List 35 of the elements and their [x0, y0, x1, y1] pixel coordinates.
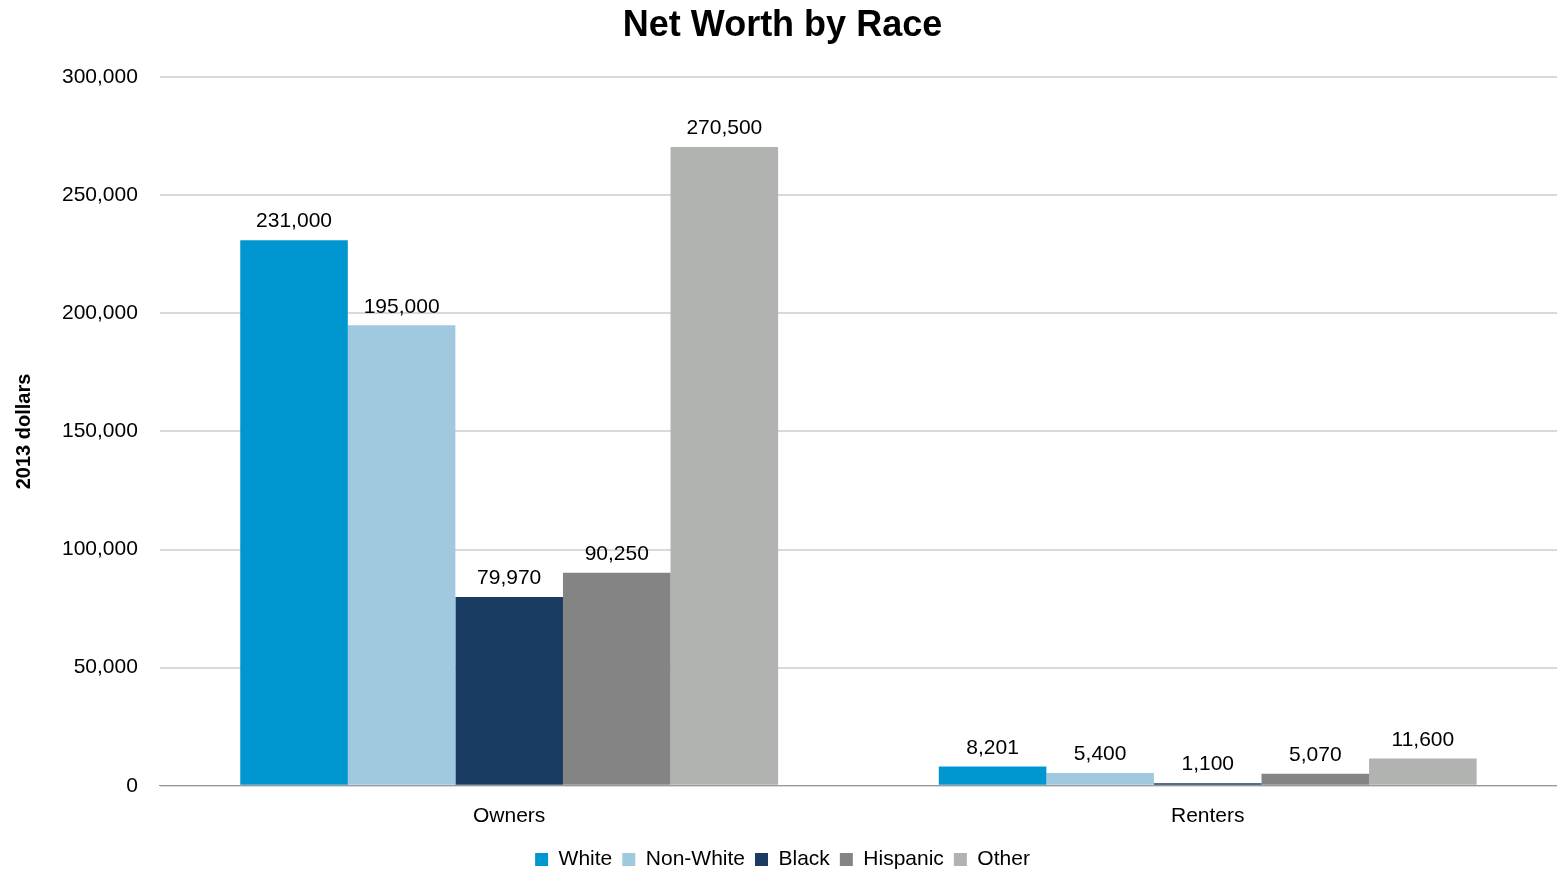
bar: [1046, 773, 1154, 785]
data-label: 231,000: [256, 208, 332, 232]
data-label: 195,000: [363, 293, 440, 317]
chart-title: Net Worth by Race: [622, 2, 943, 44]
y-tick-label: 150,000: [61, 418, 138, 442]
bar: [938, 766, 1047, 785]
legend-label: Other: [977, 846, 1030, 870]
y-tick-label: 50,000: [73, 654, 138, 678]
x-tick-label: Owners: [473, 803, 546, 827]
y-tick-label: 250,000: [61, 182, 138, 206]
data-label: 8,201: [966, 734, 1019, 758]
data-label: 79,970: [477, 565, 542, 589]
y-tick-label: 100,000: [61, 536, 138, 560]
y-axis-title: 2013 dollars: [11, 373, 34, 490]
bar: [455, 596, 563, 785]
y-tick-label: 200,000: [61, 300, 138, 324]
x-tick-label: Renters: [1170, 803, 1245, 827]
data-label: 90,250: [584, 540, 649, 564]
y-tick-label: 0: [126, 772, 138, 796]
data-label: 270,500: [686, 115, 763, 139]
bar: [347, 325, 456, 785]
bar: [562, 572, 671, 785]
legend-label: Hispanic: [863, 846, 944, 870]
bar: [1261, 773, 1370, 785]
data-label: 5,070: [1289, 742, 1342, 766]
bar: [1369, 758, 1477, 785]
legend-label: White: [558, 846, 613, 870]
data-label: 1,100: [1181, 751, 1235, 775]
data-label: 11,600: [1391, 726, 1455, 750]
bar: [670, 146, 779, 785]
legend-label: Black: [778, 846, 831, 870]
bar: [240, 240, 348, 785]
legend-label: Non-White: [645, 846, 745, 870]
data-label: 5,400: [1073, 741, 1127, 765]
y-tick-label: 300,000: [61, 64, 138, 87]
